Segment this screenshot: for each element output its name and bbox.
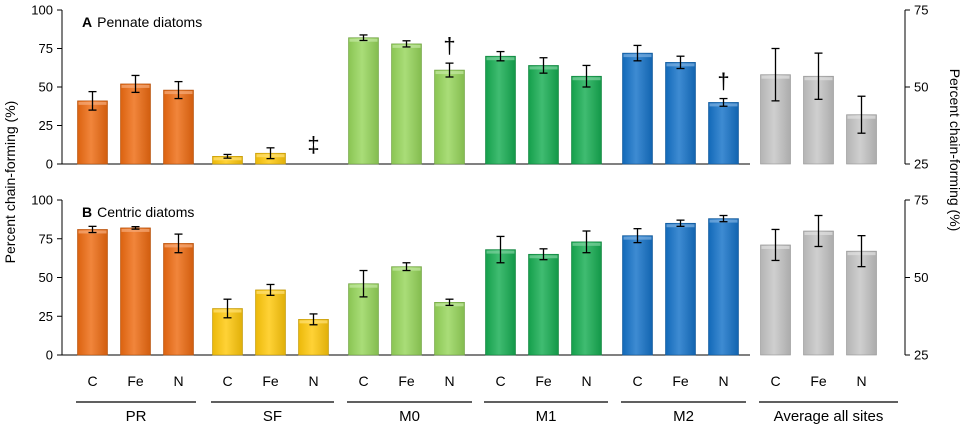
bar (708, 218, 739, 356)
panel-a: 0 25 50 75 100 25 50 75 A Pennate diatoms ‡ † † Perce… (31, 3, 963, 232)
group-label: Average all sites (774, 408, 884, 425)
x-tick-label: C (358, 373, 368, 389)
bar (391, 43, 422, 165)
bar (708, 102, 739, 165)
left-tick-label: 0 (46, 157, 53, 172)
bar-highlight (121, 228, 150, 232)
x-axis-layer: C Fe N PR C Fe N SF C Fe N M0 C Fe N M1 C Fe N M2 C Fe N Averag… (76, 373, 898, 425)
right-tick-label: 75 (914, 3, 928, 18)
bar (434, 69, 465, 165)
bar (120, 227, 151, 356)
left-tick-label: 25 (39, 118, 53, 133)
bar (622, 52, 653, 165)
panel-b: 0 25 50 75 100 25 50 75 B Centric diatoms Percent … (2, 101, 928, 363)
group-label: M2 (673, 408, 694, 425)
significance-marker: ‡ (307, 132, 319, 157)
bar (77, 100, 108, 165)
bar (255, 289, 286, 356)
right-tick-label: 50 (914, 270, 928, 285)
x-tick-label: Fe (810, 373, 827, 389)
x-tick-label: N (444, 373, 454, 389)
bar (571, 75, 602, 165)
bar (485, 249, 516, 356)
left-tick-label: 100 (31, 3, 53, 18)
x-tick-label: C (495, 373, 505, 389)
bar (391, 266, 422, 356)
bar (622, 235, 653, 356)
bar (665, 62, 696, 165)
significance-marker: † (443, 33, 455, 58)
panel-title: A Pennate diatoms (82, 14, 202, 30)
right-tick-label: 25 (914, 157, 928, 172)
left-tick-label: 100 (31, 193, 53, 208)
x-tick-label: N (581, 373, 591, 389)
x-tick-label: N (308, 373, 318, 389)
panel-title-text: Pennate diatoms (97, 14, 202, 30)
panel-letter: B (82, 204, 92, 220)
right-tick-label: 75 (914, 193, 928, 208)
bar (348, 37, 379, 165)
left-axis-title: Percent chain-forming (%) (2, 101, 18, 264)
x-tick-label: Fe (672, 373, 689, 389)
x-tick-label: C (87, 373, 97, 389)
left-tick-label: 0 (46, 348, 53, 363)
bar (760, 244, 791, 356)
bar (846, 250, 877, 356)
x-tick-label: Fe (398, 373, 415, 389)
x-tick-label: C (632, 373, 642, 389)
left-tick-label: 75 (39, 231, 53, 246)
bar (528, 253, 559, 356)
group-label: SF (263, 408, 282, 425)
panel-title-text: Centric diatoms (97, 204, 194, 220)
left-tick-label: 50 (39, 80, 53, 95)
panel-title: B Centric diatoms (82, 204, 194, 220)
panel-letter: A (82, 14, 92, 30)
x-tick-label: N (718, 373, 728, 389)
right-tick-label: 25 (914, 348, 928, 363)
x-tick-label: N (856, 373, 866, 389)
left-tick-label: 25 (39, 309, 53, 324)
left-tick-label: 75 (39, 41, 53, 56)
significance-marker: † (717, 69, 729, 94)
x-tick-label: N (173, 373, 183, 389)
x-tick-label: C (770, 373, 780, 389)
bar (665, 222, 696, 356)
bar (163, 243, 194, 356)
group-label: PR (126, 408, 147, 425)
bar (485, 55, 516, 165)
bar (528, 65, 559, 165)
x-tick-label: C (222, 373, 232, 389)
chart-layer: 0 25 50 75 100 25 50 75 A Pennate diatoms ‡ † † Perce… (2, 3, 963, 363)
x-tick-label: Fe (262, 373, 279, 389)
bar-highlight (213, 157, 242, 161)
x-tick-label: Fe (127, 373, 144, 389)
right-tick-label: 50 (914, 80, 928, 95)
bar (120, 83, 151, 165)
group-label: M0 (399, 408, 420, 425)
bar (434, 301, 465, 356)
x-tick-label: Fe (535, 373, 552, 389)
left-tick-label: 50 (39, 270, 53, 285)
bar (163, 89, 194, 165)
right-axis-title: Percent chain-forming (%) (947, 69, 963, 232)
bar (77, 229, 108, 356)
bar (571, 241, 602, 356)
group-label: M1 (536, 408, 557, 425)
bar (803, 230, 834, 356)
